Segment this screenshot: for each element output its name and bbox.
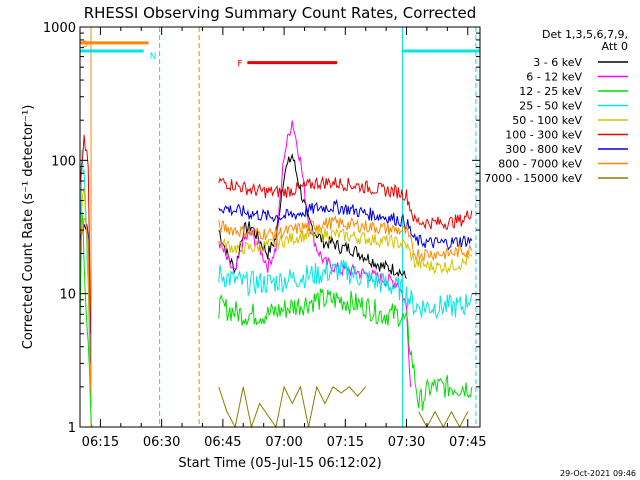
flag-bars: S N F bbox=[80, 40, 480, 70]
series-line-7-seg-0 bbox=[79, 217, 92, 387]
legend-label-5: 100 - 300 keV bbox=[505, 129, 582, 142]
plot-area-frame bbox=[79, 26, 481, 428]
y-axis-label: Corrected Count Rate (s⁻¹ detector⁻¹) bbox=[21, 105, 36, 350]
x-axis-label: Start Time (05-Jul-15 06:12:02) bbox=[178, 456, 381, 471]
x-tick-label-6: 07:45 bbox=[449, 435, 486, 450]
legend-label-0: 3 - 6 keV bbox=[533, 56, 582, 69]
series-lines bbox=[79, 120, 473, 429]
legend-label-6: 300 - 800 keV bbox=[505, 143, 582, 156]
footer-timestamp: 29-Oct-2021 09:46 bbox=[560, 469, 636, 478]
series-line-2-seg-1 bbox=[218, 288, 473, 411]
x-tick-label-5: 07:30 bbox=[388, 435, 425, 450]
series-line-5-seg-0 bbox=[79, 134, 92, 334]
flag-label-N: N bbox=[150, 52, 157, 62]
chart-title: RHESSI Observing Summary Count Rates, Co… bbox=[84, 4, 477, 22]
x-tick-label-0: 06:15 bbox=[82, 435, 119, 450]
legend-label-1: 6 - 12 keV bbox=[526, 71, 582, 84]
y-axis: 1 10 100 1000 bbox=[43, 21, 480, 436]
series-line-7-seg-1 bbox=[218, 214, 473, 262]
y-tick-label-3: 1000 bbox=[43, 21, 76, 36]
y-tick-label-2: 100 bbox=[51, 154, 76, 169]
x-tick-label-3: 07:00 bbox=[265, 435, 302, 450]
legend-label-7: 800 - 7000 keV bbox=[498, 158, 582, 171]
legend-label-2: 12 - 25 keV bbox=[519, 85, 582, 98]
series-line-8-seg-0 bbox=[218, 385, 367, 429]
series-line-8-seg-1 bbox=[418, 410, 469, 429]
y-tick-label-0: 1 bbox=[68, 421, 76, 436]
series-line-4-seg-1 bbox=[218, 227, 473, 275]
x-axis: 06:15 06:30 06:45 07:00 07:15 07:30 07:45 bbox=[79, 27, 486, 450]
legend: Det 1,3,5,6,7,9,Att 0 3 - 6 keV 6 - 12 keV… bbox=[484, 28, 628, 185]
series-line-1-seg-0 bbox=[218, 120, 412, 387]
legend-header-0: Det 1,3,5,6,7,9, bbox=[542, 28, 628, 41]
x-tick-label-4: 07:15 bbox=[327, 435, 364, 450]
series-line-3-seg-1 bbox=[218, 259, 473, 320]
flag-label-S: S bbox=[82, 40, 88, 50]
x-tick-label-1: 06:30 bbox=[143, 435, 180, 450]
legend-label-8: 7000 - 15000 keV bbox=[484, 172, 582, 185]
x-tick-label-2: 06:45 bbox=[204, 435, 241, 450]
legend-header-1: Att 0 bbox=[602, 40, 628, 53]
legend-label-4: 50 - 100 keV bbox=[512, 114, 582, 127]
series-line-5-seg-1 bbox=[218, 175, 473, 230]
flag-label-F: F bbox=[237, 60, 242, 70]
legend-label-3: 25 - 50 keV bbox=[519, 100, 582, 113]
series-line-6-seg-1 bbox=[218, 198, 473, 251]
y-tick-label-1: 10 bbox=[59, 288, 76, 303]
series-line-0-seg-0 bbox=[218, 152, 407, 279]
